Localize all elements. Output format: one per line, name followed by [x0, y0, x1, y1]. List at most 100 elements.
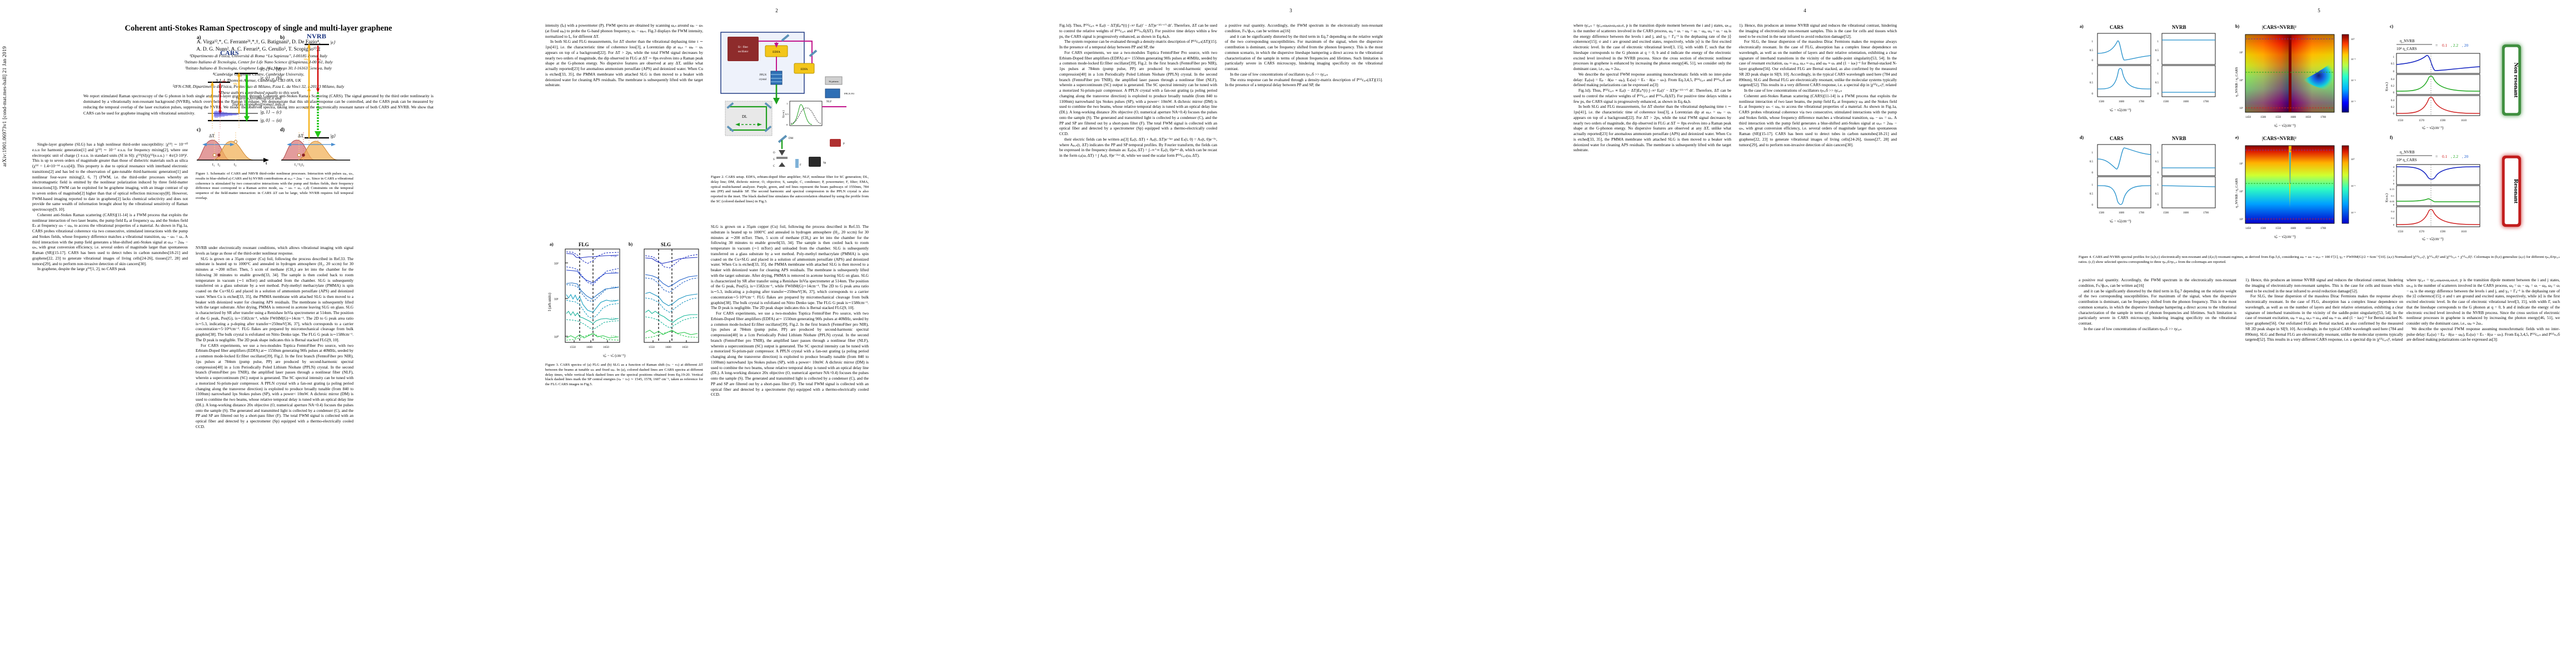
page4-column-2: 1). Hence, this produces an intense NVRB…	[1739, 23, 1897, 646]
svg-text:10²: 10²	[554, 262, 559, 266]
svg-text:f): f)	[2390, 135, 2393, 140]
affiliation-email-2: ‡tullio.scopigno@roma1.infn.it	[232, 102, 285, 107]
svg-text:1550: 1550	[570, 346, 576, 349]
figure-4-graphic: a) CARS NVRB b) |CARS+NVRB|² c) 1 0.5 0 …	[2080, 24, 2521, 241]
paragraph: For SLG, the linear dispersion of the ma…	[1739, 39, 1897, 88]
paragraph: SLG is grown on a 35μm copper (Cu) foil,…	[196, 256, 353, 342]
svg-text:1500: 1500	[2099, 101, 2105, 103]
svg-text:10⁰: 10⁰	[2351, 158, 2355, 161]
page-number-4: 4	[1803, 8, 1806, 13]
svg-text:Resonant: Resonant	[2513, 179, 2519, 203]
svg-text:1: 1	[2092, 41, 2094, 43]
svg-text:Non resonant: Non resonant	[2513, 62, 2519, 97]
arxiv-stamp: arXiv:1901.06973v1 [cond-mat.mes-hall] 2…	[2, 46, 8, 167]
svg-text:EDFA: EDFA	[773, 51, 780, 54]
figure-3-container: a) b) FLG SLG 10² 10¹ 10⁰	[545, 239, 703, 387]
svg-text:0.5: 0.5	[2155, 49, 2159, 52]
paragraph: For CARS experiments, we use a two-modul…	[196, 343, 353, 429]
svg-text:ν̃ₚ − ν̃ₛ(cm⁻¹): ν̃ₚ − ν̃ₛ(cm⁻¹)	[2110, 108, 2131, 112]
page5-column-2: 1). Hence, this produces an intense NVRB…	[2245, 278, 2403, 647]
cars-omega-as-label: ωₐₛ	[246, 84, 251, 89]
paragraph: In graphene, despite the large χ⁽³⁾[1, 2…	[37, 267, 126, 272]
svg-text:b): b)	[2235, 24, 2239, 29]
nvrb-omega-s-label: ωₛ	[317, 57, 321, 61]
svg-text:ν̃ₚ − ν̃ₛ(cm⁻¹): ν̃ₚ − ν̃ₛ(cm⁻¹)	[2422, 126, 2444, 130]
svg-text:1550: 1550	[2275, 116, 2281, 119]
svg-text:1.1 ps: 1.1 ps	[611, 271, 617, 273]
svg-text:NVRB: NVRB	[2172, 136, 2186, 141]
svg-text:10⁻¹: 10⁻¹	[2351, 185, 2356, 187]
svg-text:I(a.u.): I(a.u.)	[781, 110, 785, 118]
tick-t2-c: t₂	[218, 162, 221, 167]
svg-text:1700: 1700	[2139, 101, 2145, 103]
svg-text:d): d)	[2080, 135, 2084, 140]
svg-text:0.2: 0.2	[2391, 85, 2395, 88]
svg-text:EDFA: EDFA	[801, 68, 808, 71]
svg-text:1650: 1650	[603, 346, 609, 349]
svg-text:1600: 1600	[586, 346, 592, 349]
svg-text:0.4: 0.4	[2391, 210, 2394, 213]
svg-text:0.5: 0.5	[785, 113, 789, 116]
page-number-5: 5	[2318, 8, 2320, 13]
time-axis-label-c: t	[266, 161, 267, 166]
svg-text:0.1: 0.1	[2442, 43, 2448, 48]
svg-text:, 20: , 20	[2462, 154, 2469, 159]
paragraph: Fig.1d). Thus, P⁽³⁾сₐᵣₛ ∝ Eₚ(t − ΔT)Eₚ*(…	[1059, 23, 1217, 39]
affiliation-1: ¹Dipartimento di Fisica, Universitá di R…	[189, 53, 327, 58]
svg-text:, 20: , 20	[2462, 43, 2469, 48]
svg-text:1600: 1600	[2290, 227, 2296, 230]
page-title: Coherent anti-Stokes Raman Spectroscopy …	[124, 24, 392, 33]
svg-text:C: C	[773, 165, 775, 168]
svg-text:2.3 ps: 2.3 ps	[611, 317, 617, 320]
svg-text:0: 0	[2393, 223, 2395, 226]
figure-1-container: a) b) c) d) CARS NVRB	[196, 23, 353, 201]
svg-text:1600: 1600	[2119, 212, 2125, 215]
figure1-panel-d-label: d)	[280, 127, 285, 132]
figure-4-caption: Figure 4. CARS and NVRB spectral profile…	[2079, 255, 2560, 264]
pulse-timing-cars	[196, 132, 269, 162]
svg-text:0.4: 0.4	[2391, 78, 2395, 81]
svg-text:e): e)	[2235, 135, 2239, 140]
svg-text:1570: 1570	[2419, 120, 2425, 122]
svg-text:0.5: 0.5	[2090, 161, 2094, 163]
svg-text:crystal: crystal	[759, 78, 767, 81]
svg-text:1550: 1550	[2398, 120, 2404, 122]
paragraph: 1). Hence, this produces an intense NVRB…	[2245, 278, 2403, 293]
paragraph: SLG is grown on a 35μm copper (Cu) foil,…	[711, 225, 869, 311]
svg-text:1610: 1610	[2461, 120, 2467, 122]
svg-text:0: 0	[2393, 113, 2395, 116]
paragraph: intensity (Iₚ) with a powermeter (P). FW…	[545, 23, 703, 39]
svg-text:PPLN: PPLN	[760, 74, 767, 77]
svg-text:10⁴ η_CARS: 10⁴ η_CARS	[2396, 158, 2417, 162]
svg-text:10⁴: 10⁴	[2239, 190, 2243, 193]
paragraph: Single-layer graphene (SLG) has a high n…	[32, 142, 188, 212]
figure1-delta-t-d: ΔT	[298, 133, 304, 138]
svg-text:10⁻²: 10⁻²	[2351, 58, 2356, 61]
affiliations: ¹Dipartimento di Fisica, Universitá di R…	[33, 53, 484, 108]
svg-text:10⁴: 10⁴	[2239, 79, 2243, 82]
svg-text:|CARS+NVRB|²: |CARS+NVRB|²	[2262, 24, 2296, 30]
svg-text:0: 0	[2092, 204, 2094, 207]
svg-text:1600: 1600	[665, 346, 671, 349]
svg-text:I(a.u.): I(a.u.)	[2385, 193, 2389, 202]
page5-column-3: where ηсₐᵣₛ = ηсₐᵣₛωₚωₛωₐₛωᵥσ, p is the …	[2406, 278, 2560, 647]
paragraph: In both SLG and FLG measurements, for ΔT…	[545, 39, 703, 88]
page-number-2: 2	[775, 8, 778, 13]
svg-text:0.2: 0.2	[2391, 106, 2395, 109]
paragraph: where ηсₐᵣₛ = ηсₐᵣₛωₚωₛωₐₛωᵥσ, p is the …	[1573, 23, 1731, 71]
svg-text:NLF: NLF	[826, 101, 832, 103]
svg-text:1600: 1600	[2183, 212, 2189, 215]
svg-text:=: =	[2435, 43, 2438, 48]
affiliation-6: ⁵IFN-CNR, Dipartimento di Fisica, Polite…	[172, 83, 345, 89]
nvrb-omega-p-label-lower: ωₚ	[304, 106, 308, 110]
paragraph: For SLG, the linear dispersion of the ma…	[2245, 294, 2403, 342]
svg-text:0.0 ps: 0.0 ps	[611, 255, 617, 257]
ket-g0: |g, 0⟩ → (a)	[260, 118, 282, 123]
figure1-panel-c-label: c)	[197, 127, 201, 132]
svg-text:10¹: 10¹	[554, 298, 559, 301]
figure-1-caption: Figure 1. Schematic of CARS and NRVB thi…	[196, 172, 353, 200]
svg-text:0.2: 0.2	[2391, 217, 2394, 220]
ket-g1: |g, 1⟩ → (c)	[260, 109, 282, 115]
page3-column-2: a positive real quantity. Accordingly, t…	[1225, 23, 1383, 646]
svg-text:1550: 1550	[2275, 227, 2281, 230]
